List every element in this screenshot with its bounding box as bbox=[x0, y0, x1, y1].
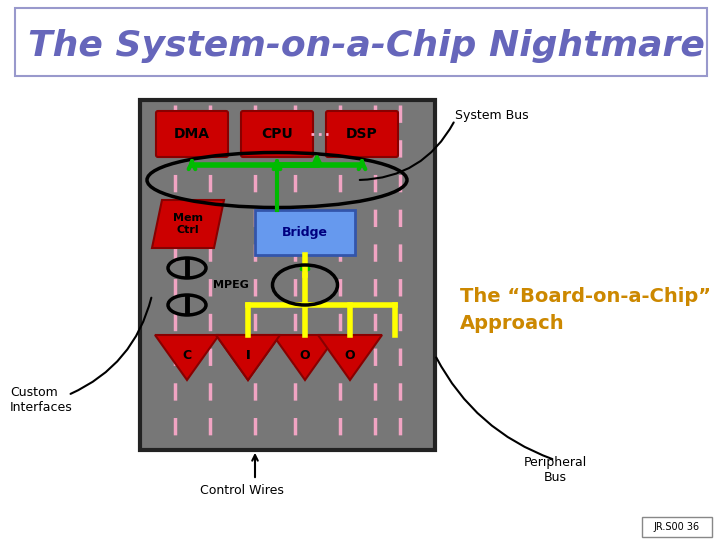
Text: Mem
Ctrl: Mem Ctrl bbox=[173, 213, 203, 235]
Text: MPEG: MPEG bbox=[213, 280, 249, 290]
Text: I: I bbox=[246, 349, 251, 362]
Text: O: O bbox=[300, 349, 310, 362]
FancyBboxPatch shape bbox=[140, 100, 435, 450]
FancyBboxPatch shape bbox=[255, 210, 355, 255]
Text: I: I bbox=[246, 349, 251, 362]
Text: DMA: DMA bbox=[174, 127, 210, 141]
FancyBboxPatch shape bbox=[15, 8, 707, 76]
FancyBboxPatch shape bbox=[241, 111, 313, 157]
Text: System Bus: System Bus bbox=[455, 109, 528, 122]
Text: DSP: DSP bbox=[346, 127, 378, 141]
Polygon shape bbox=[273, 335, 337, 380]
FancyBboxPatch shape bbox=[156, 111, 228, 157]
Text: Custom
Interfaces: Custom Interfaces bbox=[10, 386, 73, 414]
Polygon shape bbox=[216, 335, 280, 380]
Text: O: O bbox=[345, 349, 355, 362]
FancyBboxPatch shape bbox=[642, 517, 712, 537]
Polygon shape bbox=[318, 335, 382, 380]
Text: The System-on-a-Chip Nightmare: The System-on-a-Chip Nightmare bbox=[28, 29, 705, 63]
Text: CPU: CPU bbox=[261, 127, 293, 141]
Text: Peripheral
Bus: Peripheral Bus bbox=[523, 456, 587, 484]
Polygon shape bbox=[155, 335, 219, 380]
Text: Control Wires: Control Wires bbox=[200, 483, 284, 496]
Polygon shape bbox=[216, 335, 280, 380]
Text: JR.S00 36: JR.S00 36 bbox=[654, 522, 700, 532]
Text: The “Board-on-a-Chip”
Approach: The “Board-on-a-Chip” Approach bbox=[460, 287, 711, 333]
Text: Bridge: Bridge bbox=[282, 226, 328, 239]
Polygon shape bbox=[152, 200, 224, 248]
FancyBboxPatch shape bbox=[326, 111, 398, 157]
Text: C: C bbox=[182, 349, 192, 362]
